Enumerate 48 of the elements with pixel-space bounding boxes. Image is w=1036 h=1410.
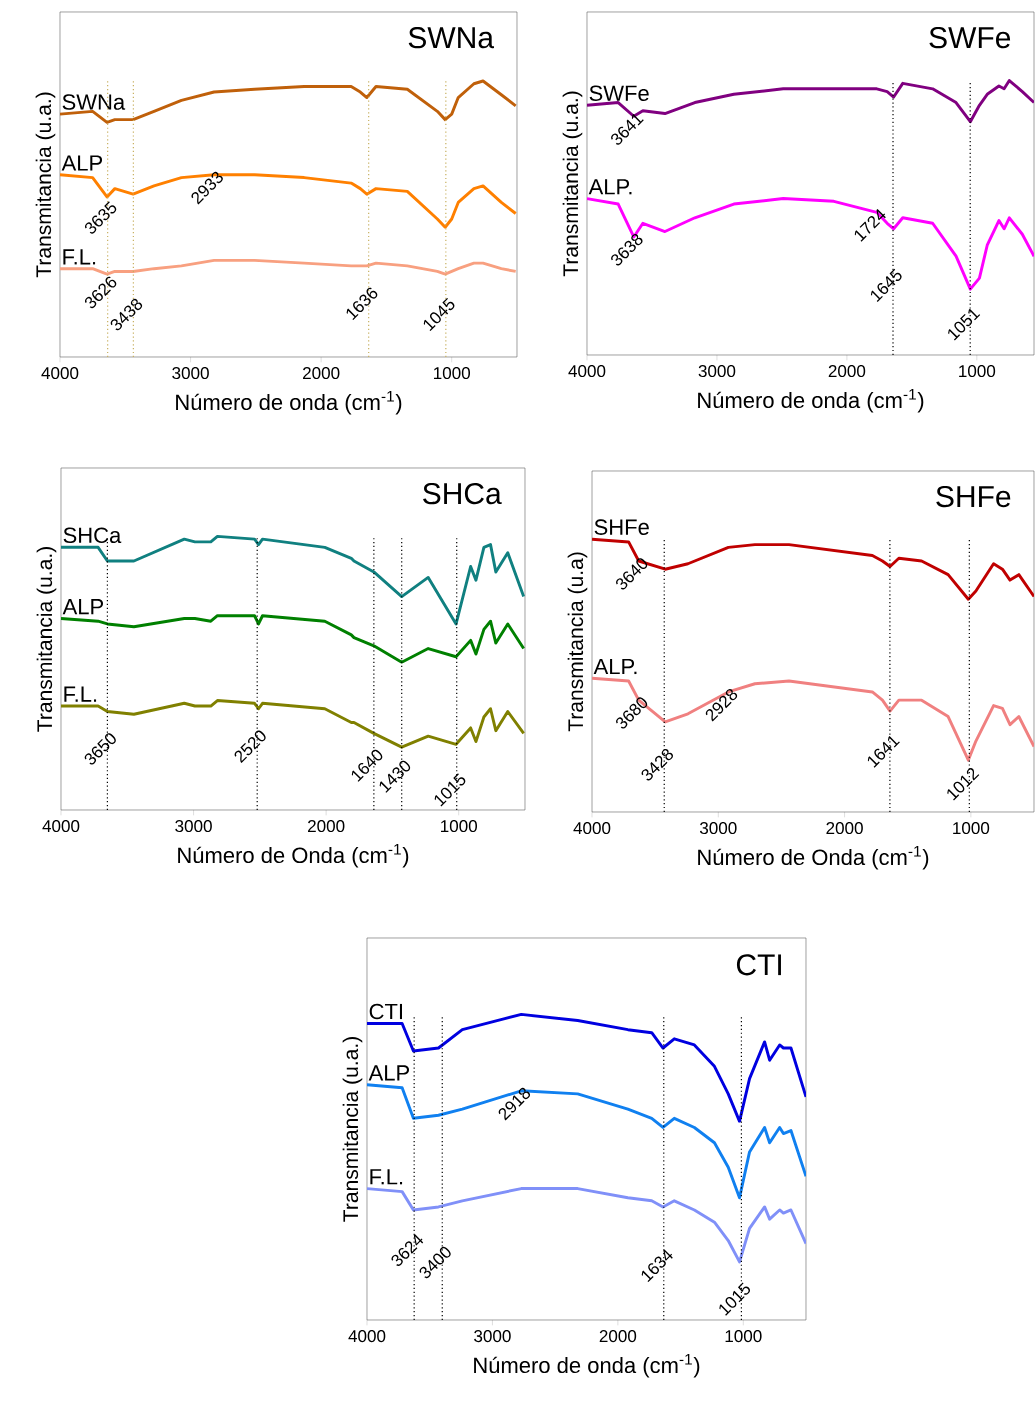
series-label: SWFe — [589, 85, 649, 102]
y-axis-title: Transmitancia (u.a.) — [342, 1037, 363, 1222]
y-axis-title: Transmitancia (u.a.) — [35, 92, 56, 278]
chart-title: CTI — [736, 954, 781, 976]
x-tick-label: 1000 — [434, 367, 471, 380]
x-tick-label: 3000 — [172, 367, 209, 380]
x-tick-label: 4000 — [573, 822, 611, 835]
x-tick-label: 2000 — [828, 365, 866, 378]
x-tick-label: 1000 — [441, 820, 478, 833]
series-label: F.L. — [63, 249, 96, 265]
series-label: F.L. — [370, 1169, 403, 1185]
x-tick-label: 3000 — [699, 822, 737, 835]
x-tick-label: 3000 — [474, 1330, 511, 1343]
series-label: SHFe — [594, 519, 649, 535]
x-tick-label: 2000 — [599, 1330, 637, 1343]
x-tick-label: 3000 — [698, 365, 736, 378]
x-tick-label: 4000 — [42, 820, 80, 833]
x-tick-label: 3000 — [175, 820, 212, 833]
series-label: ALP. — [588, 179, 632, 195]
x-axis-title: Número de onda (cm$^{-1}$) — [474, 1353, 700, 1378]
chart-title: SWFe — [929, 26, 1011, 49]
series-label: CTI — [369, 1003, 402, 1020]
x-axis-title: Número de Onda (cm$^{-1}$) — [698, 845, 929, 870]
x-axis-title: Número de Onda (cm$^{-1}$) — [178, 843, 409, 868]
x-tick-label: 2000 — [308, 820, 345, 833]
x-tick-label: 2000 — [826, 822, 863, 835]
y-axis-title: Transmitancia (u.a.) — [562, 91, 583, 277]
x-tick-label: 4000 — [348, 1330, 386, 1343]
series-label: SHCa — [63, 527, 122, 544]
series-label: ALP — [62, 599, 104, 615]
x-tick-label: 1000 — [953, 822, 990, 835]
x-axis-title: Número de onda (cm$^{-1}$) — [176, 390, 402, 415]
x-tick-label: 1000 — [959, 365, 996, 378]
x-tick-label: 4000 — [41, 367, 79, 380]
x-tick-label: 1000 — [725, 1330, 762, 1343]
chart-title: SHCa — [423, 482, 502, 505]
series-label: F.L. — [64, 686, 97, 702]
x-tick-label: 4000 — [568, 365, 606, 378]
y-axis-title: Transmitancia (u.a.) — [36, 547, 57, 732]
y-axis-title: Transmitancia (u.a) — [567, 552, 588, 732]
series-label: SWNa — [62, 94, 126, 110]
x-tick-label: 2000 — [303, 367, 340, 380]
series-label: ALP. — [593, 658, 637, 675]
series-label: ALP — [368, 1065, 410, 1081]
series-label: ALP — [61, 155, 103, 171]
x-axis-title: Número de onda (cm$^{-1}$) — [698, 388, 924, 413]
chart-title: SHFe — [936, 485, 1011, 508]
chart-title: SWNa — [408, 27, 495, 49]
